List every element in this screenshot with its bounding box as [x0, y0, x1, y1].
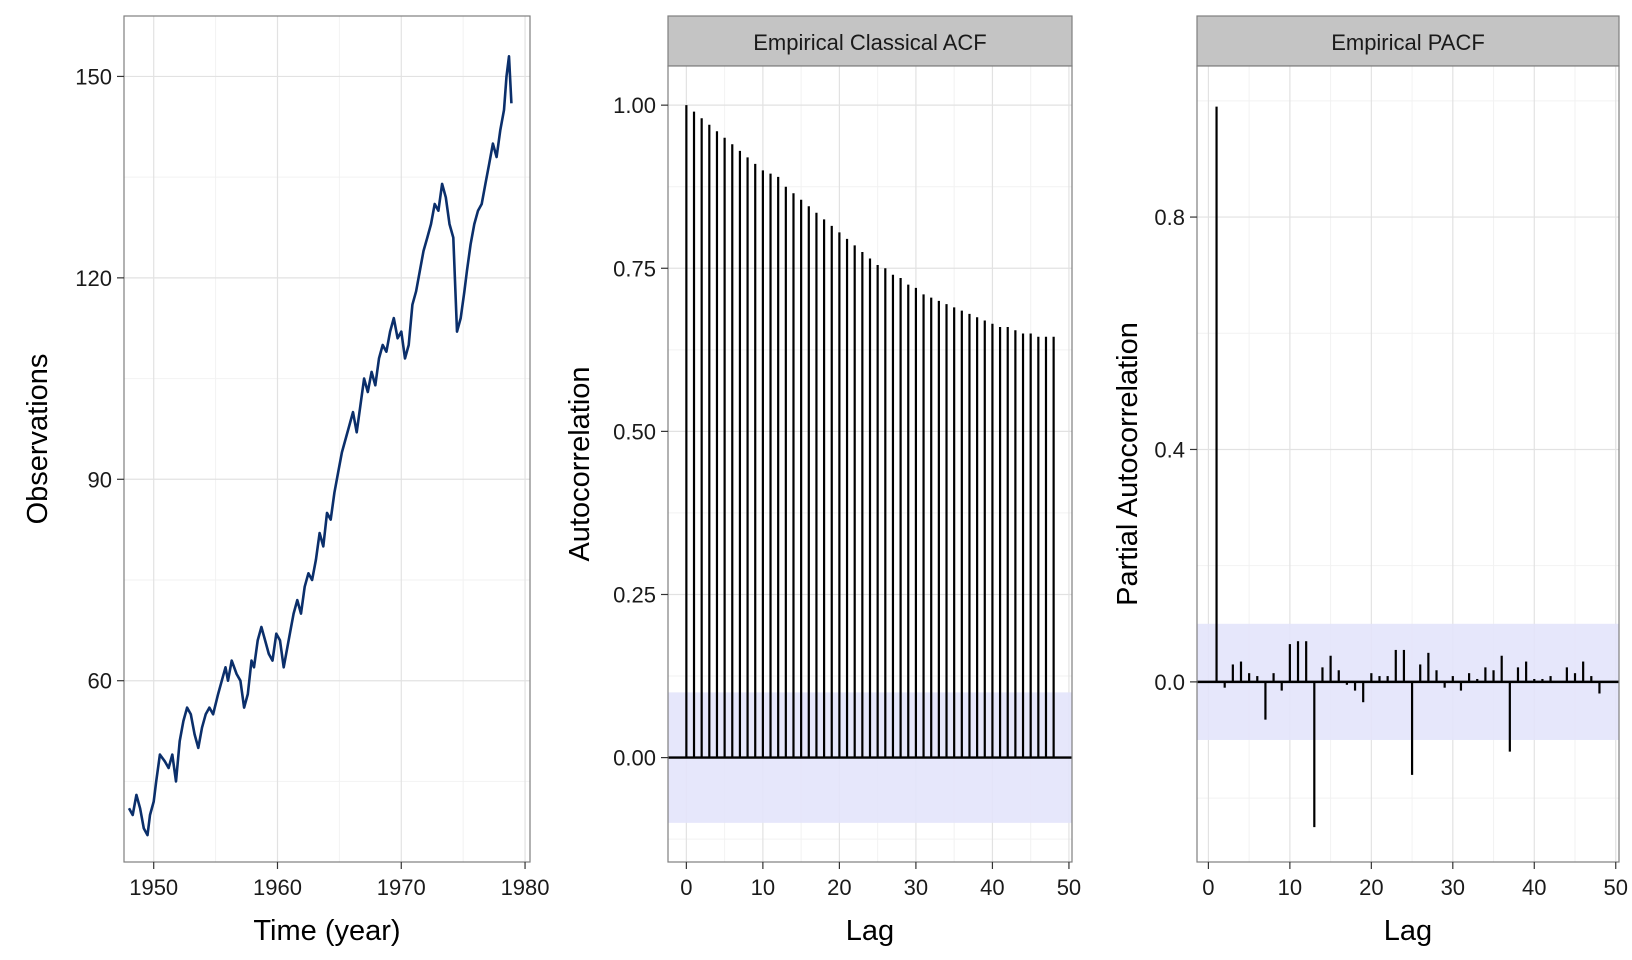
x-tick-label: 20 — [1359, 875, 1383, 900]
y-axis-title: Observations — [22, 354, 54, 525]
y-axis-title: Partial Autocorrelation — [1112, 322, 1144, 606]
strip — [667, 15, 1073, 67]
x-axis-title: Lag — [846, 915, 894, 947]
panel-background — [124, 16, 530, 862]
x-tick-label: 20 — [827, 875, 851, 900]
y-axis-ticks: 0.0 0.4 0.8 — [1154, 205, 1197, 695]
panel-background — [1197, 66, 1619, 862]
gridlines — [124, 16, 530, 862]
x-tick-label: 1980 — [501, 875, 550, 900]
x-tick-label: 10 — [751, 875, 775, 900]
x-axis-title: Lag — [1384, 915, 1432, 947]
x-tick-label: 50 — [1603, 875, 1627, 900]
panel-acf: Empirical Classical ACF 0 10 20 30 40 50 0.00… — [564, 15, 1081, 947]
data-marks — [127, 54, 513, 837]
y-tick-label: 0.25 — [613, 582, 656, 607]
x-tick-label: 30 — [904, 875, 928, 900]
y-axis-ticks: 60 90 120 150 — [75, 64, 124, 694]
panel-pacf: Empirical PACF 0 10 20 30 40 50 0.0 0.4 0.8 Lag… — [1112, 15, 1628, 947]
y-tick-label: 0.50 — [613, 419, 656, 444]
y-tick-label: 0.8 — [1154, 205, 1185, 230]
y-tick-label: 60 — [88, 669, 112, 694]
y-tick-label: 150 — [75, 64, 112, 89]
x-axis-title: Time (year) — [253, 915, 400, 947]
x-axis-ticks: 1950 1960 1970 1980 — [129, 862, 550, 900]
strip-title: Empirical PACF — [1331, 30, 1485, 55]
data-marks — [668, 105, 1072, 759]
y-tick-label: 0.4 — [1154, 437, 1185, 462]
x-tick-label: 30 — [1441, 875, 1465, 900]
x-axis-ticks: 0 10 20 30 40 50 — [1202, 862, 1628, 900]
series-line — [127, 54, 513, 837]
y-tick-label: 0.0 — [1154, 670, 1185, 695]
strip — [1196, 15, 1620, 67]
x-tick-label: 0 — [680, 875, 692, 900]
x-tick-label: 1950 — [129, 875, 178, 900]
y-tick-label: 90 — [88, 467, 112, 492]
y-tick-label: 0.00 — [613, 746, 656, 771]
strip-title: Empirical Classical ACF — [753, 30, 987, 55]
x-tick-label: 50 — [1057, 875, 1081, 900]
y-axis-ticks: 0.00 0.25 0.50 0.75 1.00 — [613, 93, 668, 771]
y-tick-label: 1.00 — [613, 93, 656, 118]
panel-border — [667, 65, 1073, 863]
x-axis-ticks: 0 10 20 30 40 50 — [680, 862, 1081, 900]
y-tick-label: 120 — [75, 266, 112, 291]
x-tick-label: 10 — [1278, 875, 1302, 900]
x-tick-label: 1960 — [253, 875, 302, 900]
x-tick-label: 40 — [1522, 875, 1546, 900]
y-tick-label: 0.75 — [613, 256, 656, 281]
panel-border — [1196, 65, 1620, 863]
x-tick-label: 0 — [1202, 875, 1214, 900]
data-marks — [1197, 106, 1619, 828]
x-tick-label: 1970 — [377, 875, 426, 900]
panel-border — [123, 15, 531, 863]
y-axis-title: Autocorrelation — [564, 366, 596, 561]
x-tick-label: 40 — [980, 875, 1004, 900]
